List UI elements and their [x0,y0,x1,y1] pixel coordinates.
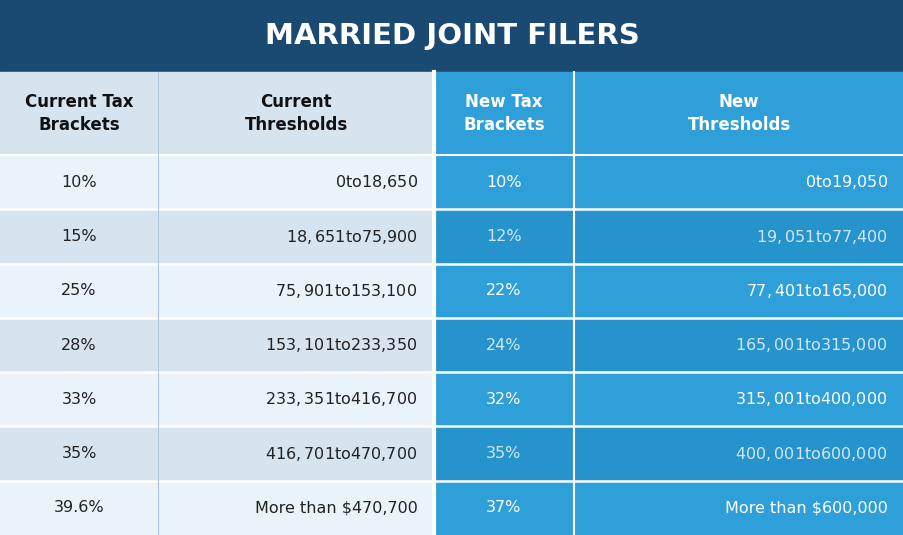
Bar [433,209,573,264]
Bar [158,264,433,318]
Text: $77,401 to $165,000: $77,401 to $165,000 [745,282,887,300]
Bar [0,72,158,155]
Text: $400,001 to $600,000: $400,001 to $600,000 [734,445,887,463]
Text: 28%: 28% [61,338,97,353]
Text: 12%: 12% [486,229,521,244]
Text: 33%: 33% [61,392,97,407]
Text: $75,901 to $153,100: $75,901 to $153,100 [275,282,417,300]
Text: 22%: 22% [486,284,521,299]
Bar [573,481,903,535]
Bar [158,209,433,264]
Bar [158,372,433,426]
Text: 37%: 37% [486,500,521,515]
Text: 35%: 35% [61,446,97,461]
Bar [433,481,573,535]
Text: $19,051 to $77,400: $19,051 to $77,400 [755,227,887,246]
Text: $416,701 to $470,700: $416,701 to $470,700 [265,445,417,463]
Bar [0,264,158,318]
Text: 32%: 32% [486,392,521,407]
Text: $165,001 to $315,000: $165,001 to $315,000 [734,336,887,354]
Bar [433,372,573,426]
Text: 39.6%: 39.6% [53,500,105,515]
Bar [158,155,433,209]
Bar [0,481,158,535]
Bar [0,372,158,426]
Bar [573,209,903,264]
Bar [573,426,903,481]
Text: Current Tax
Brackets: Current Tax Brackets [24,93,134,134]
Text: More than $600,000: More than $600,000 [724,500,887,515]
Text: 24%: 24% [486,338,521,353]
Bar [433,426,573,481]
Text: 10%: 10% [486,175,521,190]
Text: $18,651 to $75,900: $18,651 to $75,900 [285,227,417,246]
Text: $153,101 to $233,350: $153,101 to $233,350 [265,336,417,354]
Text: 10%: 10% [61,175,97,190]
Bar [158,426,433,481]
Text: Current
Thresholds: Current Thresholds [244,93,348,134]
Bar [158,481,433,535]
Bar [573,318,903,372]
Bar [0,426,158,481]
Text: $315,001 to $400,000: $315,001 to $400,000 [734,391,887,408]
Text: $0 to $19,050: $0 to $19,050 [804,173,887,192]
Bar [0,318,158,372]
Bar [573,264,903,318]
Bar [0,155,158,209]
Bar [433,264,573,318]
Bar [573,72,903,155]
Text: $233,351 to $416,700: $233,351 to $416,700 [265,391,417,408]
Bar [0,0,903,72]
Bar [158,72,433,155]
Text: 15%: 15% [61,229,97,244]
Text: New
Thresholds: New Thresholds [686,93,790,134]
Bar [158,318,433,372]
Bar [433,155,573,209]
Bar [573,372,903,426]
Text: 35%: 35% [486,446,521,461]
Bar [433,72,573,155]
Text: $0 to $18,650: $0 to $18,650 [334,173,417,192]
Bar [433,318,573,372]
Text: More than $470,700: More than $470,700 [255,500,417,515]
Bar [0,209,158,264]
Text: New Tax
Brackets: New Tax Brackets [462,93,545,134]
Text: 25%: 25% [61,284,97,299]
Text: MARRIED JOINT FILERS: MARRIED JOINT FILERS [265,22,638,50]
Bar [573,155,903,209]
